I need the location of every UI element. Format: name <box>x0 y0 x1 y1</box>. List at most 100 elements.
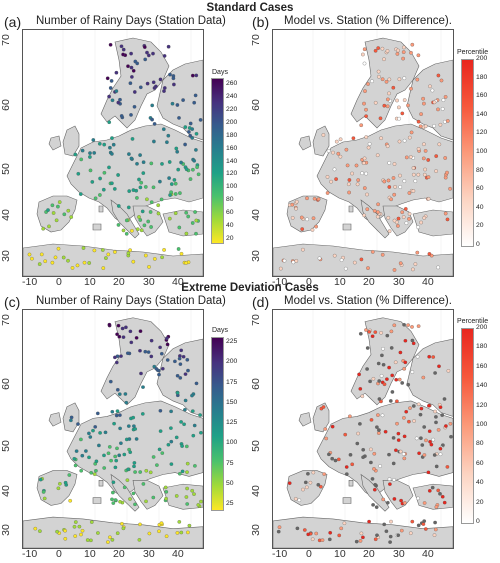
station-marker <box>116 173 120 177</box>
station-marker <box>179 530 184 535</box>
station-marker <box>163 485 168 490</box>
station-marker <box>306 472 310 476</box>
station-marker <box>128 248 132 253</box>
station-marker <box>88 168 93 173</box>
station-marker <box>121 526 126 531</box>
station-marker <box>61 255 66 260</box>
station-marker <box>108 145 112 150</box>
station-marker <box>170 101 175 106</box>
station-marker <box>73 520 78 524</box>
station-marker <box>111 480 116 485</box>
station-marker <box>427 354 432 359</box>
station-marker <box>416 147 421 151</box>
station-marker <box>317 256 322 261</box>
station-marker <box>332 167 337 172</box>
station-marker <box>173 211 178 216</box>
station-marker <box>416 53 421 58</box>
station-marker <box>322 472 327 476</box>
station-marker <box>359 531 364 536</box>
station-marker <box>131 415 136 420</box>
station-marker <box>39 252 44 257</box>
station-marker <box>159 351 164 356</box>
station-marker <box>389 519 393 524</box>
station-marker <box>380 353 384 358</box>
x-tick: 40 <box>422 276 434 288</box>
y-tick: 70 <box>0 314 12 326</box>
y-tick: 70 <box>0 34 12 46</box>
station-marker <box>174 435 179 440</box>
station-marker <box>347 190 351 195</box>
station-marker <box>419 436 423 440</box>
station-marker <box>164 490 169 494</box>
station-marker <box>393 185 397 189</box>
station-marker <box>377 74 381 79</box>
station-marker <box>106 252 111 257</box>
station-marker <box>178 191 182 195</box>
station-marker <box>143 185 148 189</box>
station-marker <box>365 192 369 197</box>
station-marker <box>140 412 145 416</box>
x-tick: 10 <box>84 548 96 560</box>
station-marker <box>380 77 385 82</box>
station-marker <box>375 533 379 538</box>
station-marker <box>106 451 111 456</box>
station-marker <box>132 464 136 469</box>
station-marker <box>103 430 108 435</box>
station-marker <box>77 524 82 529</box>
station-marker <box>401 452 406 456</box>
station-marker <box>359 257 364 262</box>
station-marker <box>186 530 190 535</box>
station-marker <box>347 178 352 182</box>
station-marker <box>154 84 158 89</box>
station-marker <box>397 105 401 110</box>
station-marker <box>165 336 169 341</box>
station-marker <box>314 531 319 536</box>
station-marker <box>164 496 168 501</box>
station-marker <box>370 477 375 481</box>
station-marker <box>433 409 437 414</box>
station-marker <box>113 355 117 360</box>
station-marker <box>416 523 421 528</box>
station-marker <box>143 57 148 62</box>
station-marker <box>416 402 421 407</box>
station-marker <box>362 186 367 190</box>
station-marker <box>404 155 409 160</box>
station-marker <box>305 217 309 222</box>
station-marker <box>387 91 391 96</box>
x-tick: 30 <box>393 276 405 288</box>
station-marker <box>69 215 74 219</box>
station-marker <box>165 358 170 362</box>
y-tick: 30 <box>0 250 12 262</box>
station-marker <box>392 323 397 328</box>
station-marker <box>132 104 137 109</box>
station-marker <box>102 142 107 147</box>
station-marker <box>414 436 419 441</box>
panel-title: Model vs. Station (% Difference). <box>284 15 452 27</box>
station-marker <box>135 161 139 166</box>
station-marker <box>129 340 134 345</box>
station-marker <box>89 471 94 475</box>
station-marker <box>382 103 387 108</box>
station-marker <box>139 371 143 376</box>
station-marker <box>436 107 440 112</box>
station-marker <box>448 186 452 191</box>
legend-tick-label: 140 <box>226 157 238 165</box>
station-marker <box>419 406 424 411</box>
station-marker <box>111 501 116 505</box>
station-marker <box>186 368 190 373</box>
y-tick: 60 <box>0 378 12 390</box>
station-marker <box>152 139 156 144</box>
station-marker <box>369 460 373 465</box>
station-marker <box>185 358 190 362</box>
station-marker <box>150 117 154 122</box>
station-marker <box>146 53 151 58</box>
station-marker <box>392 497 397 501</box>
station-marker <box>190 488 195 493</box>
station-marker <box>423 527 428 531</box>
station-marker <box>421 156 426 161</box>
station-marker <box>400 381 405 385</box>
station-marker <box>334 177 338 181</box>
station-marker <box>436 265 440 270</box>
station-marker <box>109 458 113 463</box>
station-marker <box>140 209 145 214</box>
